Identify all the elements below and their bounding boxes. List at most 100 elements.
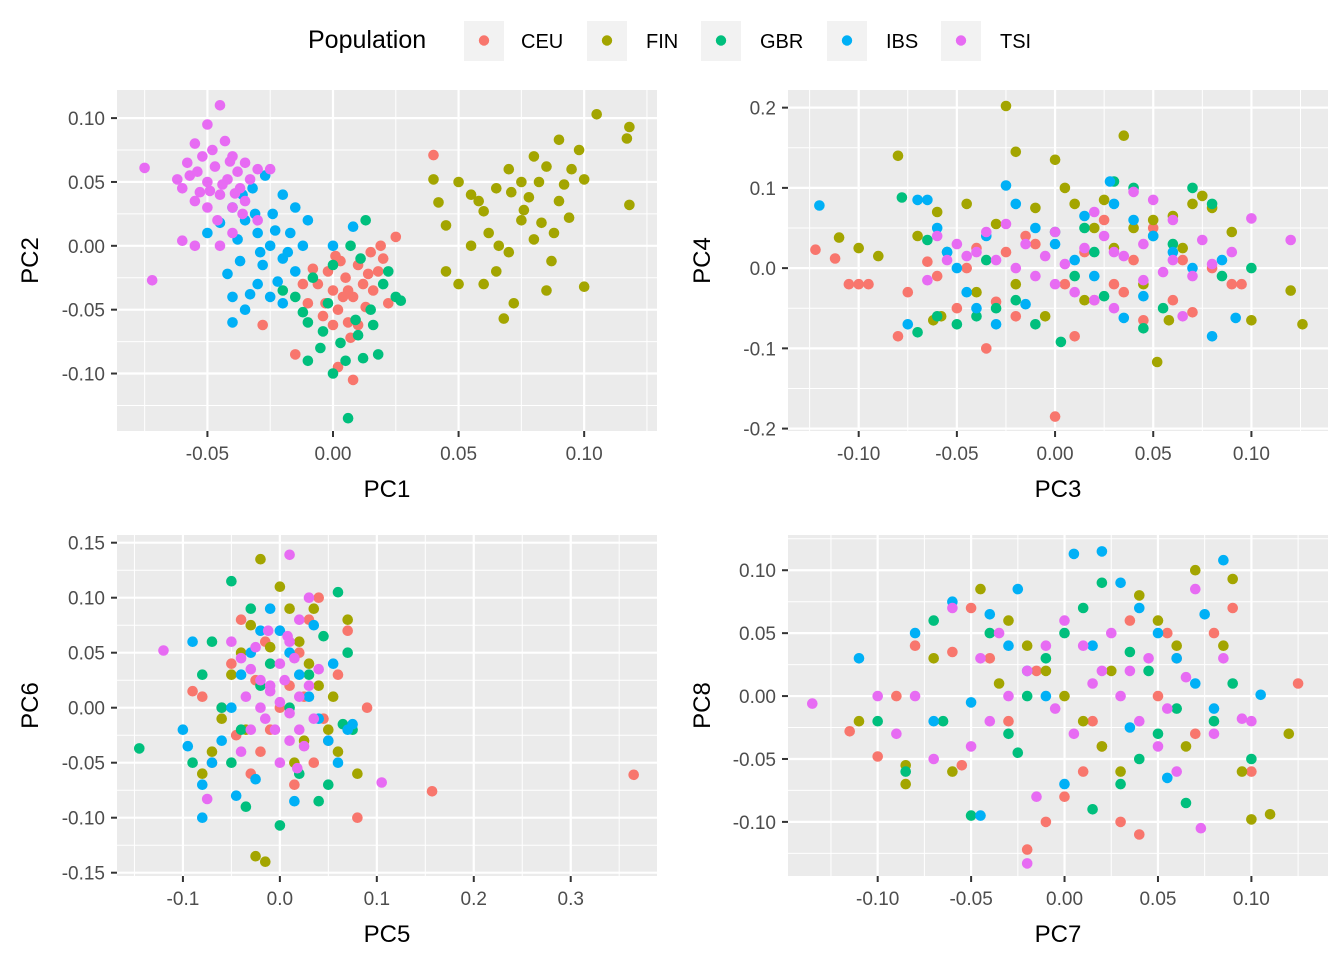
data-point-ceu — [951, 302, 963, 314]
data-point-tsi — [292, 762, 303, 774]
data-point-tsi — [1010, 262, 1022, 274]
x-tick-label: 0.00 — [1037, 444, 1074, 465]
data-point-ceu — [981, 343, 992, 354]
y-tick-label: -0.1 — [743, 339, 776, 360]
data-point-ibs — [282, 246, 294, 258]
data-point-tsi — [1118, 250, 1130, 262]
y-axis-title: PC8 — [689, 682, 716, 729]
data-point-ceu — [327, 319, 339, 331]
legend-dot-fin — [601, 35, 613, 46]
data-point-fin — [440, 266, 452, 277]
data-point-tsi — [928, 753, 939, 765]
scatter-points — [139, 100, 635, 424]
data-point-tsi — [204, 185, 216, 197]
data-point-gbr — [1003, 728, 1014, 740]
data-point-ibs — [227, 291, 238, 303]
data-point-gbr — [342, 647, 354, 658]
data-point-fin — [516, 215, 527, 226]
data-point-tsi — [239, 195, 251, 207]
data-point-ibs — [216, 735, 227, 746]
data-point-ceu — [235, 614, 247, 625]
data-point-ceu — [342, 625, 354, 636]
data-point-gbr — [303, 669, 315, 680]
data-point-gbr — [1096, 577, 1108, 589]
data-point-ceu — [628, 769, 639, 781]
data-point-ceu — [1118, 286, 1130, 298]
panel-pc3-pc4: -0.10 -0.05 0.00 0.05 0.10 -0.2 -0.1 0.0 0.1 0.2 P… — [689, 90, 1328, 503]
data-point-gbr — [1115, 778, 1126, 790]
data-point-fin — [473, 195, 485, 207]
data-point-gbr — [245, 603, 257, 614]
legend-title: Population — [308, 26, 426, 54]
data-point-tsi — [1138, 274, 1149, 286]
data-point-ibs — [1010, 198, 1022, 210]
data-point-tsi — [1039, 250, 1051, 262]
data-point-gbr — [1012, 747, 1024, 758]
data-point-gbr — [235, 724, 247, 735]
data-point-fin — [1115, 766, 1126, 777]
data-point-gbr — [226, 757, 237, 768]
data-point-fin — [465, 189, 477, 200]
data-point-ibs — [975, 810, 986, 821]
data-point-gbr — [965, 810, 977, 821]
scatter-points — [807, 546, 1304, 869]
data-point-ibs — [1040, 690, 1052, 702]
data-point-ibs — [235, 669, 247, 680]
data-point-fin — [1059, 690, 1070, 702]
data-point-fin — [1134, 590, 1145, 601]
data-point-tsi — [947, 602, 958, 614]
data-point-tsi — [250, 641, 261, 653]
data-point-fin — [1163, 315, 1175, 326]
data-point-fin — [1147, 214, 1159, 226]
data-point-fin — [323, 724, 334, 735]
data-point-ibs — [1115, 577, 1126, 589]
data-point-fin — [1187, 198, 1198, 210]
data-point-tsi — [158, 645, 169, 656]
data-point-ibs — [1134, 602, 1145, 614]
data-point-ibs — [1255, 689, 1266, 701]
data-point-ibs — [1089, 270, 1100, 282]
data-point-tsi — [1098, 230, 1110, 242]
data-point-ceu — [426, 786, 438, 797]
data-point-gbr — [1040, 653, 1052, 664]
data-point-tsi — [227, 227, 238, 239]
data-point-fin — [508, 298, 520, 309]
data-point-gbr — [1167, 238, 1179, 250]
data-point-gbr — [322, 298, 334, 309]
data-point-tsi — [1115, 690, 1126, 702]
data-point-ibs — [1069, 254, 1080, 266]
data-point-fin — [264, 641, 276, 653]
data-point-ceu — [1010, 311, 1022, 322]
x-tick-label: 0.1 — [364, 889, 390, 910]
data-point-tsi — [244, 174, 256, 185]
data-point-fin — [546, 255, 557, 267]
data-point-gbr — [134, 743, 145, 754]
data-point-fin — [1297, 319, 1308, 330]
data-point-ceu — [892, 331, 904, 342]
data-point-fin — [1089, 222, 1100, 234]
data-point-tsi — [262, 625, 274, 636]
data-point-fin — [853, 715, 865, 727]
data-point-tsi — [1021, 665, 1033, 677]
panel-pc7-pc8: -0.10 -0.05 0.00 0.05 0.10 -0.10 -0.05 0.00 0.05… — [689, 535, 1328, 948]
data-point-tsi — [1124, 665, 1136, 677]
data-point-ceu — [365, 246, 377, 258]
data-point-fin — [440, 220, 452, 231]
data-point-tsi — [1162, 703, 1173, 714]
data-point-tsi — [1143, 653, 1154, 664]
data-point-fin — [453, 278, 464, 290]
data-point-fin — [928, 653, 939, 664]
data-point-tsi — [1226, 246, 1238, 258]
data-point-ibs — [1187, 262, 1198, 274]
data-point-ibs — [177, 724, 189, 735]
data-point-fin — [1227, 573, 1238, 585]
data-point-ibs — [912, 194, 923, 206]
data-point-tsi — [252, 163, 263, 175]
data-point-ibs — [197, 779, 208, 790]
data-point-ibs — [1147, 230, 1159, 242]
data-point-fin — [1246, 814, 1257, 825]
data-point-tsi — [951, 238, 963, 250]
data-point-fin — [833, 232, 845, 243]
data-point-tsi — [1108, 246, 1120, 258]
data-point-ibs — [247, 183, 258, 194]
